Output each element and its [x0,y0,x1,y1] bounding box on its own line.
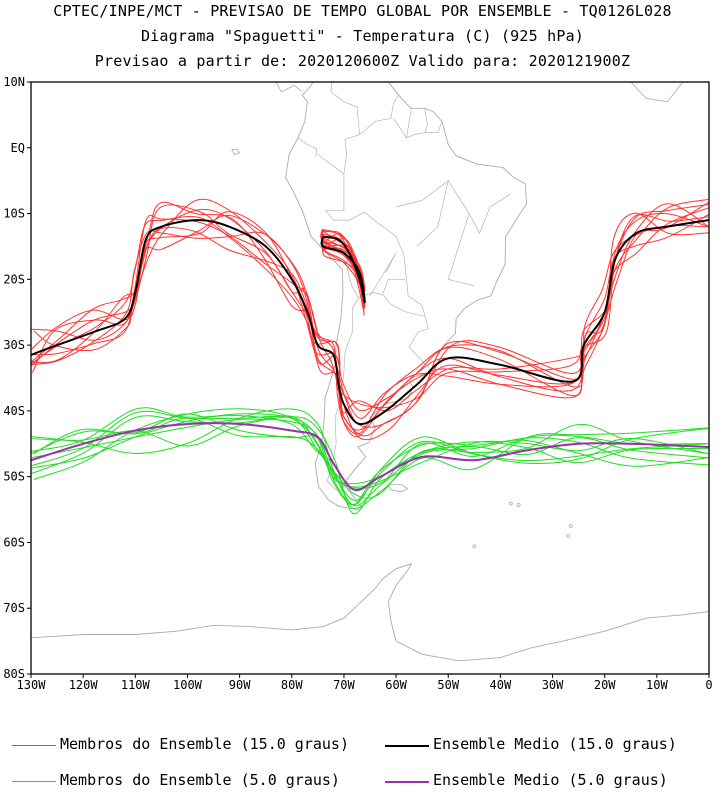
ensemble-member-5c-line [33,417,707,489]
lat-tick-label: 10N [3,75,25,89]
ensemble-member-15c-line [33,201,709,437]
antarctic-coastline [387,563,709,662]
country-border [330,82,360,175]
country-border [396,179,449,247]
legend-members-5: Membros do Ensemble (5.0 graus) [12,771,340,789]
ensemble-member-15c-line [31,203,709,414]
legend-swatch-mean-5 [385,781,429,783]
contour-layer [31,198,709,515]
ensemble-member-15c-line [31,208,709,431]
island-dot [508,501,513,506]
antarctic-peninsula-coastline [31,563,412,639]
ensemble-member-15c-andes-line [321,230,365,316]
ensemble-member-15c-line [31,213,709,438]
country-border [447,180,511,235]
legend-mean-5: Ensemble Medio (5.0 graus) [385,771,668,789]
galapagos-outline [231,148,241,155]
island-dot [566,533,571,538]
country-border [406,108,413,138]
legend-mean-15: Ensemble Medio (15.0 graus) [385,735,677,753]
legend-label-mean-15: Ensemble Medio (15.0 graus) [433,735,677,753]
country-border [357,292,425,317]
lat-tick-label: 80S [3,667,25,681]
ensemble-mean-15c-line [31,219,709,426]
plot-frame [30,81,710,675]
ensemble-member-5c-line [31,413,709,485]
lat-tick-label: 70S [3,601,25,615]
legend-label-mean-5: Ensemble Medio (5.0 graus) [433,771,668,789]
country-border [424,108,428,133]
legend-label-members-15: Membros do Ensemble (15.0 graus) [60,735,349,753]
country-border [382,278,405,295]
legend-swatch-members-5 [12,781,56,782]
lon-tick-label: 50W [437,678,459,690]
lon-tick-label: 110W [121,678,151,690]
lat-tick-label: 20S [3,272,25,286]
lat-tick-label: 60S [3,535,25,549]
lon-tick-label: 80W [281,678,303,690]
country-border [297,137,318,158]
ensemble-mean-15c-andes-line [320,235,366,304]
lon-tick-label: 40W [490,678,512,690]
lat-tick-label: 30S [3,338,25,352]
island-dot [472,544,477,549]
coastline-layer [31,82,709,662]
lat-tick-label: 40S [3,404,25,418]
legend-members-15: Membros do Ensemble (15.0 graus) [12,735,349,753]
ensemble-member-5c-line [31,415,708,488]
ensemble-member-15c-line [31,224,707,441]
falkland-islands-outline [387,484,409,493]
chart-title-line3: Previsao a partir de: 2020120600Z Valido… [94,52,631,70]
legend-label-members-5: Membros do Ensemble (5.0 graus) [60,771,340,789]
lon-tick-label: 70W [333,678,355,690]
ensemble-member-5c-line [31,410,709,499]
lon-tick-label: 90W [229,678,251,690]
country-border [393,118,443,139]
lon-tick-label: 20W [594,678,616,690]
lon-tick-label: 10W [646,678,668,690]
lon-tick-label: 130W [17,678,47,690]
chart-title-line2: Diagrama "Spaguetti" - Temperatura (C) (… [140,27,585,45]
central-america-outline [275,82,303,93]
lon-tick-label: 0 [705,678,712,690]
lon-tick-label: 30W [542,678,564,690]
west-africa-outline [630,82,684,103]
lon-tick-label: 100W [173,678,203,690]
lat-tick-label: EQ [11,141,25,155]
ensemble-mean-5c-line [31,422,709,492]
lon-tick-label: 60W [385,678,407,690]
ensemble-member-5c-line [31,413,709,506]
lat-tick-label: 50S [3,470,25,484]
country-border [359,95,399,135]
legend-swatch-members-15 [12,745,56,746]
country-border [326,264,359,493]
country-border [447,213,475,287]
island-dot [516,503,521,507]
country-border [369,252,397,296]
lon-tick-label: 120W [69,678,99,690]
country-border [317,154,431,370]
legend-swatch-mean-15 [385,745,429,747]
lat-tick-label: 10S [3,207,25,221]
chart-title-line1: CPTEC/INPE/MCT - PREVISAO DE TEMPO GLOBA… [53,2,672,20]
ensemble-member-15c-andes-line [321,230,366,309]
ensemble-member-5c-line [31,418,709,501]
island-dot [568,524,573,528]
